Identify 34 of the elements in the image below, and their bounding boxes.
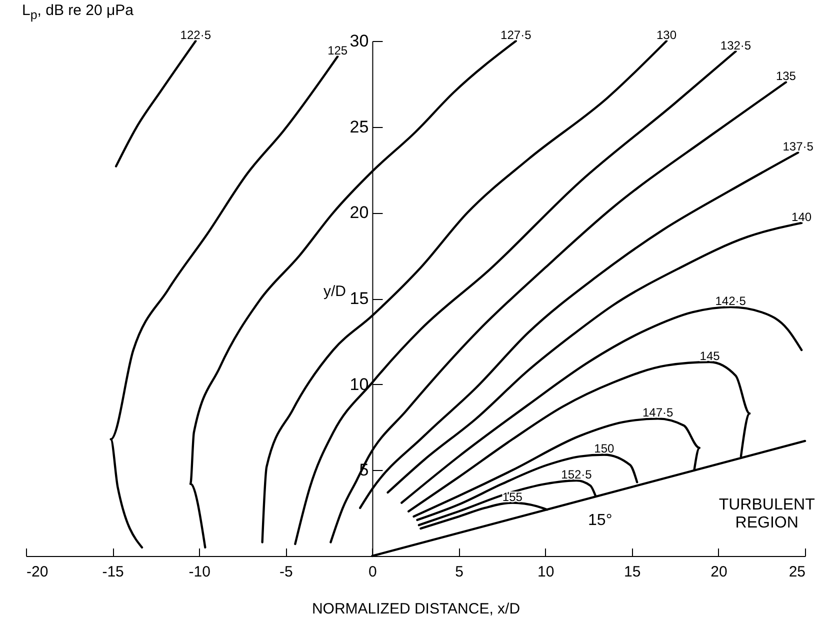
series-label: 125 — [328, 43, 348, 58]
series-label: 132·5 — [720, 38, 752, 52]
annotation: TURBULENT REGION — [718, 496, 816, 532]
y-tick-label: 25 — [350, 117, 369, 136]
chart-title: L$_{p}$, dB re 20 μPa — [22, 2, 134, 22]
x-tick-label: -15 — [102, 564, 124, 580]
y-tick-label: 10 — [350, 374, 369, 394]
annotation: 15° — [588, 512, 612, 529]
series-label: 152·5 — [561, 467, 592, 482]
series-label: 145 — [700, 349, 720, 364]
series-label: 140 — [792, 210, 812, 224]
series-label: 127·5 — [500, 28, 532, 42]
y-tick-label: 20 — [350, 203, 369, 222]
series-label: 137·5 — [782, 140, 814, 154]
x-tick-label: 15 — [624, 564, 641, 580]
y-tick-label: 15 — [350, 289, 369, 308]
series-label: 155 — [502, 490, 523, 504]
series-label: 142·5 — [715, 294, 746, 308]
x-tick-label: -5 — [279, 564, 293, 580]
x-tick-label: 10 — [537, 564, 554, 580]
x-tick-label: 25 — [788, 564, 806, 580]
x-tick-label: 0 — [368, 564, 377, 580]
x-tick-label: 20 — [710, 564, 728, 580]
series-label: 122·5 — [180, 28, 212, 42]
series-label: 150 — [594, 442, 615, 456]
series-label: 135 — [776, 69, 796, 84]
y-axis-title: y/D — [323, 283, 346, 300]
x-tick-label: 5 — [455, 564, 464, 580]
series-label: 130 — [656, 28, 677, 42]
x-tick-label: -20 — [26, 564, 48, 580]
x-tick-label: -10 — [188, 564, 210, 580]
series-label: 147·5 — [642, 406, 674, 420]
y-tick-label: 30 — [350, 32, 369, 50]
x-axis-title: NORMALIZED DISTANCE, x/D — [312, 600, 520, 618]
